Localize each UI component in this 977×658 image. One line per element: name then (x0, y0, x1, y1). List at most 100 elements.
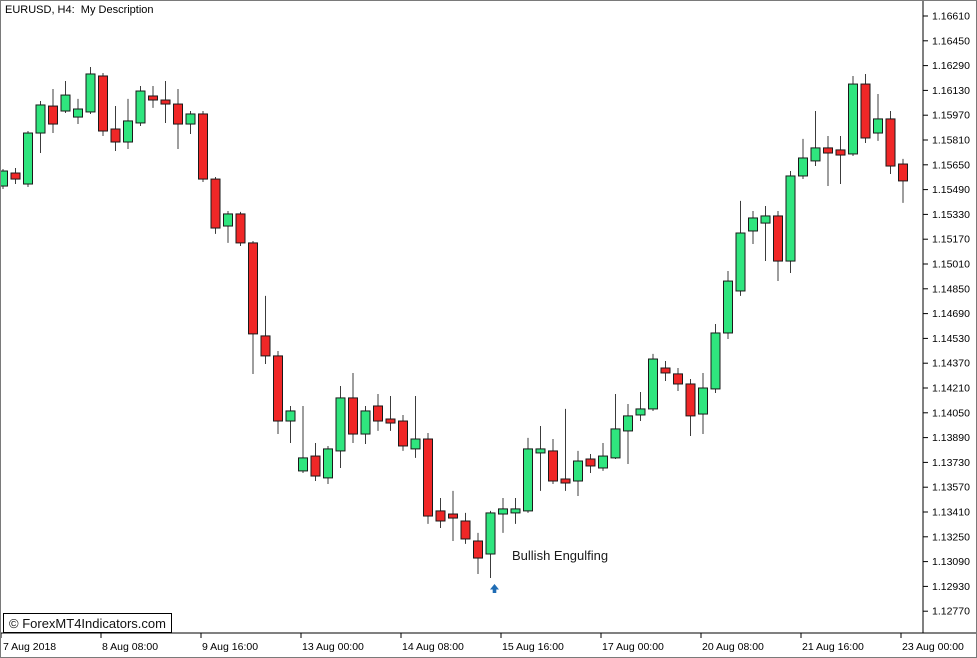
bullish-signal-arrow-icon (490, 584, 499, 594)
price-axis-label: 1.15330 (932, 209, 970, 221)
bear-candle-body (435, 510, 446, 522)
chart-title: EURUSD, H4: My Description (5, 4, 154, 16)
bull-candle-body (360, 410, 371, 435)
price-axis-label: 1.15170 (932, 234, 970, 246)
bull-candle-body (623, 415, 633, 432)
bull-candle-body (223, 213, 233, 227)
price-axis-label: 1.16450 (932, 35, 970, 47)
bull-candle-body (810, 147, 821, 162)
bear-candle-body (560, 478, 571, 484)
bull-candle-body (285, 410, 296, 422)
time-axis-label: 15 Aug 16:00 (502, 641, 564, 653)
bear-candle-body (460, 520, 471, 540)
bear-candle-body (198, 113, 208, 180)
bull-candle-body (598, 455, 608, 469)
bull-candle-body (848, 83, 858, 155)
time-axis-label: 21 Aug 16:00 (802, 641, 864, 653)
price-axis-label: 1.14370 (932, 358, 970, 370)
bear-candle-body (660, 367, 671, 374)
price-axis-label: 1.16610 (932, 11, 970, 23)
bull-candle-body (498, 508, 508, 515)
bull-candle-body (485, 512, 496, 555)
price-axis-label: 1.14690 (932, 308, 970, 320)
bear-candle-body (310, 455, 321, 477)
bear-candle-body (385, 418, 396, 424)
time-axis[interactable]: 7 Aug 2018 8 Aug 08:00 9 Aug 16:00 13 Aug 0… (1, 633, 964, 653)
bull-candle-body (710, 332, 721, 390)
price-axis-label: 1.13090 (932, 556, 970, 568)
bull-candle-body (535, 448, 546, 454)
price-axis-label: 1.12770 (932, 606, 970, 618)
bear-candle-body (423, 438, 433, 517)
bear-candle-body (860, 83, 871, 139)
price-axis-label: 1.16290 (932, 60, 970, 72)
bear-candle-body (110, 128, 121, 143)
bear-candle-body (160, 99, 171, 105)
watermark-box: © ForexMT4Indicators.com (3, 613, 172, 633)
price-axis-label: 1.14850 (932, 283, 970, 295)
bear-candle-body (885, 118, 896, 167)
bull-candle-body (135, 90, 146, 124)
bull-candle-body (23, 132, 33, 185)
price-axis-label: 1.16130 (932, 85, 970, 97)
bull-candle-body (648, 358, 658, 410)
bear-candle-body (248, 242, 258, 335)
price-axis-label: 1.14530 (932, 333, 970, 345)
bear-candle-body (235, 213, 246, 244)
time-axis-label: 13 Aug 00:00 (302, 641, 364, 653)
bull-candle-body (723, 280, 733, 334)
price-axis-label: 1.13250 (932, 531, 970, 543)
price-axis-label: 1.13890 (932, 432, 970, 444)
bear-candle-body (773, 215, 783, 262)
bull-candle-body (298, 457, 308, 472)
price-axis-label: 1.14210 (932, 383, 970, 395)
time-axis-label: 20 Aug 08:00 (702, 641, 764, 653)
time-axis-label: 23 Aug 00:00 (902, 641, 964, 653)
price-axis[interactable]: 1.16610 1.16450 1.16290 1.16130 1.15970 1.158… (923, 11, 970, 618)
bull-candle-body (798, 157, 808, 177)
bull-candle-body (748, 217, 758, 232)
bear-candle-body (148, 95, 158, 101)
bull-candle-body (185, 113, 196, 125)
bull-candle-body (735, 232, 746, 292)
bull-candle-body (123, 120, 133, 143)
bull-candle-body (73, 108, 83, 118)
bear-candle-body (898, 163, 908, 182)
bull-candle-body (610, 428, 621, 459)
bull-candle-body (1, 170, 8, 187)
bull-candle-body (698, 387, 708, 415)
bear-candle-body (260, 335, 271, 357)
time-axis-label: 17 Aug 00:00 (602, 641, 664, 653)
bear-candle-body (348, 397, 358, 435)
bear-candle-body (673, 373, 683, 385)
price-axis-label: 1.15010 (932, 259, 970, 271)
time-axis-label: 8 Aug 08:00 (102, 641, 158, 653)
time-axis-label: 7 Aug 2018 (3, 641, 56, 653)
bull-candle-body (335, 397, 346, 452)
bull-candle-body (573, 460, 583, 482)
price-axis-label: 1.15490 (932, 184, 970, 196)
bull-candle-body (523, 448, 533, 512)
bull-candle-body (785, 175, 796, 262)
price-axis-label: 1.14050 (932, 407, 970, 419)
time-axis-label: 14 Aug 08:00 (402, 641, 464, 653)
bear-candle-body (273, 355, 283, 422)
price-axis-label: 1.15810 (932, 135, 970, 147)
time-axis-label: 9 Aug 16:00 (202, 641, 258, 653)
bear-candle-body (823, 147, 833, 154)
bear-candle-body (98, 75, 108, 132)
bear-candle-body (210, 178, 221, 229)
bull-candle-body (760, 215, 771, 224)
bear-candle-body (448, 513, 458, 519)
bear-candle-body (398, 420, 408, 447)
pattern-annotation-label: Bullish Engulfing (512, 548, 609, 563)
bull-candle-body (873, 118, 883, 134)
bear-candle-body (373, 405, 383, 422)
watermark-text: © ForexMT4Indicators.com (9, 615, 166, 631)
bear-candle-body (173, 103, 183, 125)
price-axis-label: 1.13410 (932, 507, 970, 519)
bear-candle-body (473, 540, 483, 559)
bull-candle-body (35, 104, 46, 134)
